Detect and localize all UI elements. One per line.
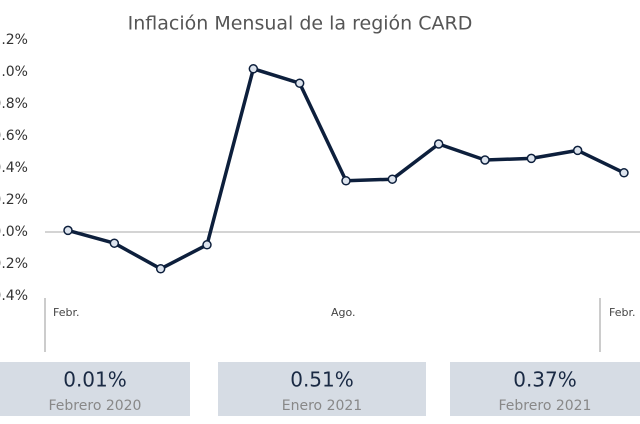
x-tick-label: Ago. bbox=[331, 306, 356, 319]
point bbox=[526, 153, 537, 164]
point bbox=[480, 155, 490, 165]
chart-title: Inflación Mensual de la región CARD bbox=[128, 13, 473, 35]
y-tick-label: 0.8% bbox=[0, 96, 28, 112]
point bbox=[202, 240, 212, 250]
point bbox=[248, 64, 259, 74]
y-tick-label: -0.2% bbox=[0, 256, 28, 272]
point bbox=[155, 264, 166, 274]
card-value: 0.37% bbox=[513, 368, 577, 392]
y-tick-label: 0.4% bbox=[0, 160, 28, 176]
card-value: 0.51% bbox=[290, 368, 354, 392]
point bbox=[109, 238, 120, 248]
point bbox=[619, 168, 629, 178]
card bbox=[218, 362, 426, 416]
line bbox=[67, 67, 625, 271]
point bbox=[572, 145, 583, 156]
card bbox=[450, 362, 640, 416]
y-tick-label: 0.6% bbox=[0, 128, 28, 144]
point bbox=[387, 174, 398, 184]
point bbox=[63, 225, 73, 236]
card-label: Febrero 2020 bbox=[49, 398, 142, 414]
y-tick-label: 1.2% bbox=[0, 32, 28, 48]
y-tick-label: 1.0% bbox=[0, 64, 28, 80]
point bbox=[294, 78, 305, 88]
y-tick-label: 0.2% bbox=[0, 192, 28, 208]
card-label: Enero 2021 bbox=[282, 398, 362, 414]
y-tick-label: -0.4% bbox=[0, 288, 28, 304]
card-value: 0.01% bbox=[63, 368, 127, 392]
x-tick-label: Febr. bbox=[53, 306, 80, 319]
x-tick-label: Febr. bbox=[609, 306, 636, 319]
card-label: Febrero 2021 bbox=[499, 398, 592, 414]
card bbox=[0, 362, 190, 416]
point bbox=[341, 176, 351, 186]
y-tick-label: 0.0% bbox=[0, 224, 28, 240]
point bbox=[433, 139, 444, 149]
